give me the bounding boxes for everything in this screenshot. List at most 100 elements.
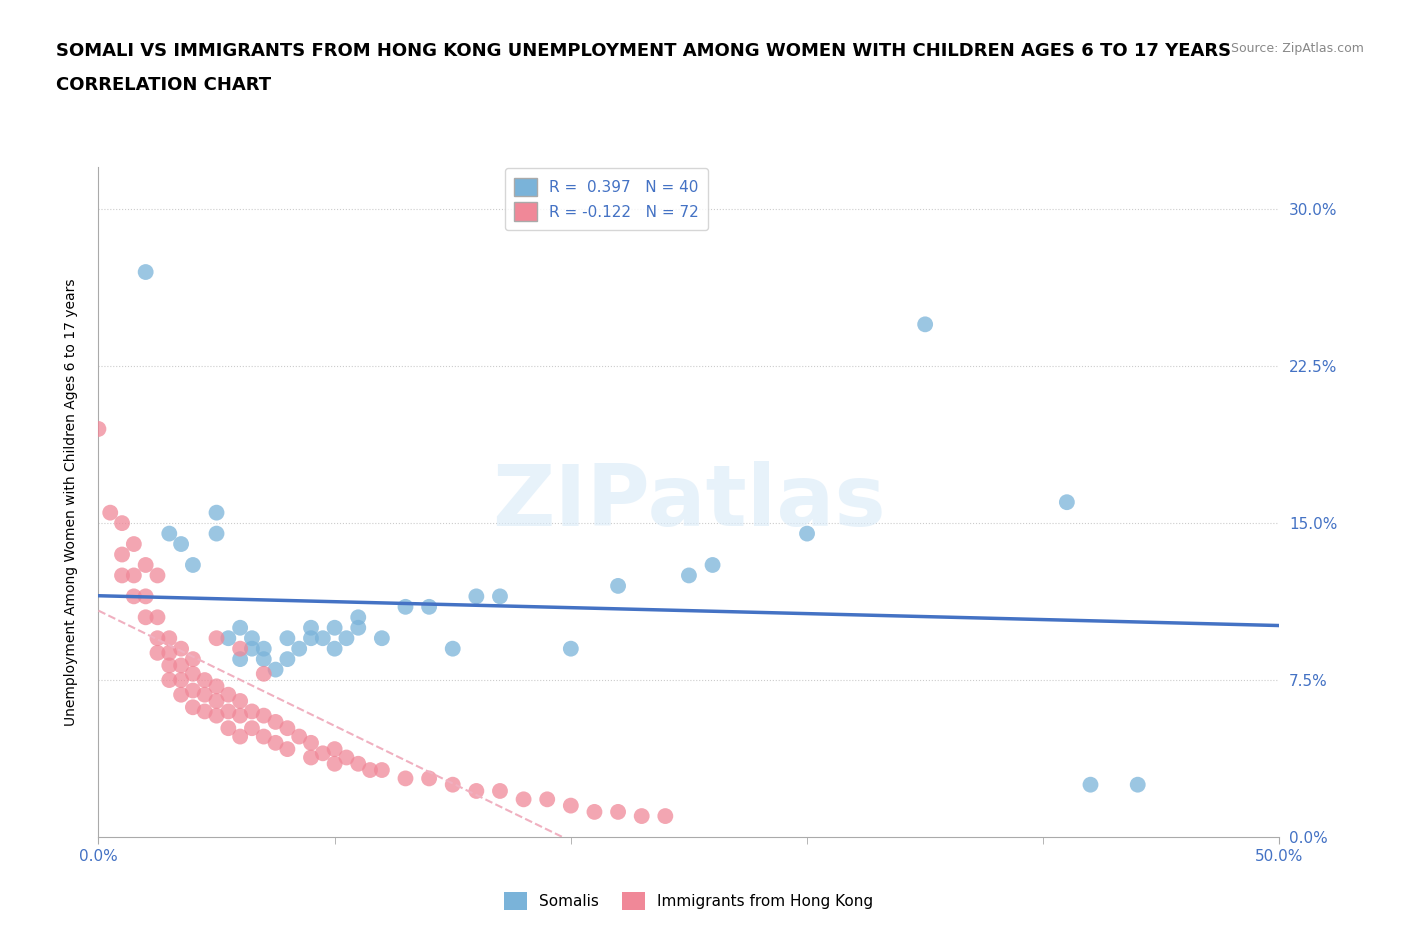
Text: ZIPatlas: ZIPatlas <box>492 460 886 544</box>
Point <box>371 763 394 777</box>
Y-axis label: Unemployment Among Women with Children Ages 6 to 17 years: Unemployment Among Women with Children A… <box>63 278 77 726</box>
Point <box>371 631 394 645</box>
Point <box>135 558 157 573</box>
Point <box>560 642 582 657</box>
Point <box>170 658 193 673</box>
Point <box>914 317 936 332</box>
Point <box>98 505 121 520</box>
Point <box>240 642 263 657</box>
Point <box>276 721 298 736</box>
Point <box>335 631 357 645</box>
Point <box>347 756 370 771</box>
Point <box>394 600 416 615</box>
Point <box>229 694 252 709</box>
Point <box>1056 495 1078 510</box>
Point <box>87 421 110 436</box>
Point <box>312 631 335 645</box>
Point <box>122 568 145 583</box>
Point <box>170 672 193 687</box>
Point <box>276 631 298 645</box>
Point <box>229 642 252 657</box>
Point <box>347 610 370 625</box>
Point <box>240 721 263 736</box>
Point <box>276 652 298 667</box>
Point <box>253 667 276 682</box>
Point <box>205 694 228 709</box>
Point <box>335 750 357 764</box>
Point <box>170 642 193 657</box>
Point <box>465 783 488 798</box>
Point <box>194 704 217 719</box>
Point <box>323 620 346 635</box>
Point <box>135 265 157 280</box>
Point <box>1080 777 1102 792</box>
Point <box>264 662 287 677</box>
Point <box>288 642 311 657</box>
Point <box>536 792 558 807</box>
Point <box>288 729 311 744</box>
Point <box>205 679 228 694</box>
Point <box>441 777 464 792</box>
Point <box>217 631 239 645</box>
Point <box>489 783 512 798</box>
Point <box>146 645 169 660</box>
Point <box>347 620 370 635</box>
Point <box>122 589 145 604</box>
Point <box>240 704 263 719</box>
Point <box>122 537 145 551</box>
Point <box>229 709 252 724</box>
Point <box>205 526 228 541</box>
Point <box>253 652 276 667</box>
Point <box>146 568 169 583</box>
Point <box>217 721 239 736</box>
Point <box>146 610 169 625</box>
Point <box>194 687 217 702</box>
Point <box>205 631 228 645</box>
Text: Source: ZipAtlas.com: Source: ZipAtlas.com <box>1230 42 1364 55</box>
Point <box>607 804 630 819</box>
Point <box>229 729 252 744</box>
Point <box>146 631 169 645</box>
Point <box>205 505 228 520</box>
Legend: Somalis, Immigrants from Hong Kong: Somalis, Immigrants from Hong Kong <box>498 885 880 916</box>
Point <box>441 642 464 657</box>
Point <box>229 620 252 635</box>
Point <box>157 672 180 687</box>
Point <box>181 683 204 698</box>
Point <box>312 746 335 761</box>
Point <box>111 568 134 583</box>
Point <box>253 709 276 724</box>
Point <box>678 568 700 583</box>
Point <box>111 516 134 531</box>
Point <box>217 687 239 702</box>
Point <box>205 709 228 724</box>
Point <box>512 792 534 807</box>
Point <box>181 558 204 573</box>
Point <box>583 804 606 819</box>
Point <box>654 809 676 824</box>
Text: CORRELATION CHART: CORRELATION CHART <box>56 76 271 94</box>
Point <box>157 658 180 673</box>
Point <box>299 750 322 764</box>
Point <box>181 667 204 682</box>
Point <box>418 771 440 786</box>
Point <box>465 589 488 604</box>
Point <box>217 704 239 719</box>
Point <box>264 736 287 751</box>
Point <box>135 589 157 604</box>
Point <box>135 610 157 625</box>
Point <box>253 729 276 744</box>
Point <box>323 642 346 657</box>
Point <box>299 620 322 635</box>
Point <box>157 645 180 660</box>
Point <box>170 537 193 551</box>
Point <box>394 771 416 786</box>
Point <box>264 714 287 729</box>
Point <box>170 687 193 702</box>
Point <box>796 526 818 541</box>
Point <box>157 631 180 645</box>
Point <box>1126 777 1149 792</box>
Point <box>489 589 512 604</box>
Point <box>299 736 322 751</box>
Point <box>194 672 217 687</box>
